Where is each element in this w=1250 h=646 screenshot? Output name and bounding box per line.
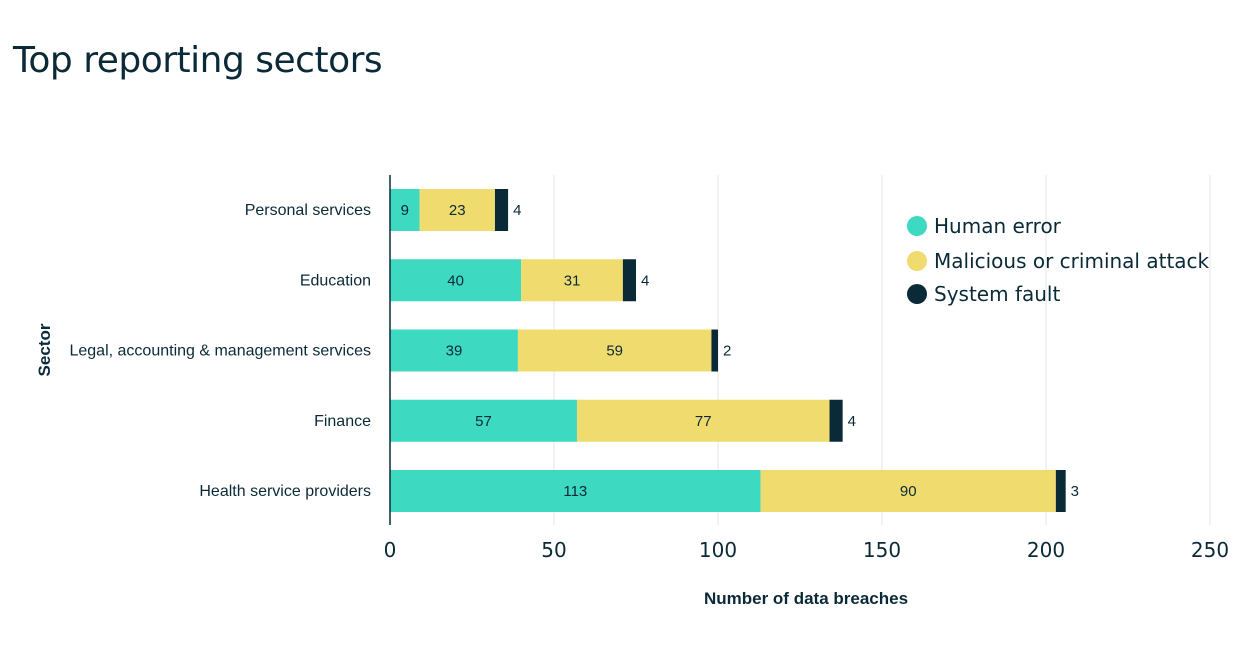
data-label: 4 [513, 202, 521, 219]
legend-label: Malicious or criminal attack [934, 249, 1210, 273]
data-label: 59 [606, 343, 623, 360]
data-label: 3 [1071, 483, 1079, 500]
category-label: Finance [314, 413, 371, 430]
data-label: 31 [564, 272, 581, 289]
data-label: 90 [900, 483, 917, 500]
category-label: Personal services [245, 202, 371, 219]
y-axis-title: Sector [35, 323, 54, 376]
bar-segment [390, 399, 577, 442]
data-label: 77 [695, 413, 712, 430]
bar-segment [390, 259, 522, 302]
data-label: 40 [447, 272, 464, 289]
bar-segment [1055, 470, 1066, 512]
bar-segment [390, 329, 518, 372]
legend-marker [907, 284, 927, 304]
bar-segment [576, 399, 830, 442]
category-label: Education [300, 272, 371, 289]
legend: Human error Malicious or criminal attack S… [907, 214, 1210, 306]
data-label: 2 [723, 343, 731, 360]
x-tick-label: 50 [541, 538, 566, 562]
legend-marker [907, 216, 927, 236]
data-label: 4 [641, 272, 649, 289]
bar-segment [829, 399, 843, 442]
bar-segment [419, 189, 495, 231]
bar-segment [760, 470, 1056, 512]
x-tick-label: 0 [384, 538, 397, 562]
data-label: 39 [446, 343, 463, 360]
data-label: 113 [563, 483, 587, 500]
bar-segment [517, 329, 712, 372]
bar-segment [521, 259, 623, 302]
bar-segment [390, 189, 420, 231]
legend-label: Human error [934, 214, 1062, 238]
x-tick-label: 250 [1191, 538, 1229, 562]
x-tick-label: 150 [863, 538, 901, 562]
category-labels: Personal services Education Legal, account… [69, 202, 371, 500]
x-tick-label: 100 [699, 538, 737, 562]
data-label: 23 [449, 202, 466, 219]
legend-marker [907, 251, 927, 271]
bar-segment [711, 329, 718, 372]
bar-segment [390, 470, 761, 512]
x-tick-label: 200 [1027, 538, 1065, 562]
category-label: Health service providers [199, 483, 371, 500]
category-label: Legal, accounting & management services [69, 343, 371, 360]
chart-title: Top reporting sectors [13, 40, 383, 81]
legend-label: System fault [934, 282, 1060, 306]
x-axis-title: Number of data breaches [704, 589, 908, 608]
bar-segment [622, 259, 636, 302]
data-label: 57 [475, 413, 492, 430]
data-label: 4 [848, 413, 856, 430]
bar-segment [494, 189, 509, 231]
data-label: 9 [401, 202, 409, 219]
bars: 9 23 4 40 31 4 39 59 2 57 77 4 113 90 3 [390, 189, 1079, 512]
x-tick-labels: 0 50 100 150 200 250 [384, 538, 1229, 562]
